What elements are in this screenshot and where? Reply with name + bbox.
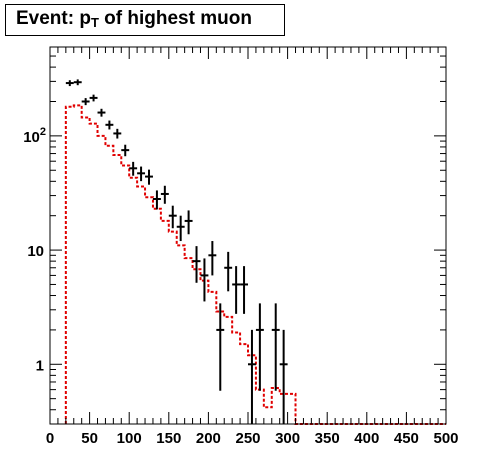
data-point <box>216 303 225 391</box>
x-tick-label: 150 <box>156 430 181 447</box>
y-tick-base: 10 <box>23 129 40 146</box>
data-point <box>248 329 256 424</box>
data-point <box>184 210 193 235</box>
x-tick-label: 350 <box>315 430 340 447</box>
x-tick-label: 300 <box>275 430 300 447</box>
data-point <box>255 303 264 391</box>
data-point <box>97 108 106 117</box>
data-point <box>200 258 209 302</box>
y-tick-exponent: 2 <box>40 126 46 138</box>
data-point <box>279 329 288 424</box>
data-point <box>192 246 201 283</box>
data-point <box>176 215 185 242</box>
data-point <box>137 166 146 182</box>
chart-title: Event: pT of highest muon <box>16 8 252 30</box>
data-point <box>232 266 241 314</box>
data-point <box>73 79 82 86</box>
data-point <box>160 185 169 204</box>
data-point <box>89 94 98 102</box>
x-tick-label: 100 <box>117 430 142 447</box>
data-point <box>208 241 217 276</box>
data-point <box>65 80 74 87</box>
data-point <box>271 303 280 391</box>
x-tick-label: 50 <box>81 430 98 447</box>
mc-step-line <box>64 104 446 425</box>
data-point <box>152 190 161 210</box>
y-tick-label: 1 <box>36 357 44 374</box>
x-tick-label: 450 <box>394 430 419 447</box>
title-main: Event: p <box>16 8 91 29</box>
data-point <box>168 205 177 229</box>
data-point <box>121 144 130 157</box>
plot-frame <box>49 46 447 425</box>
chart-title-box: Event: pT of highest muon <box>5 4 285 36</box>
data-point <box>129 161 138 176</box>
x-tick-label: 400 <box>354 430 379 447</box>
title-subscript: T <box>90 15 99 30</box>
data-point <box>105 120 114 130</box>
x-tick-label: 250 <box>235 430 260 447</box>
x-tick-label: 200 <box>196 430 221 447</box>
x-tick-label: 0 <box>46 430 54 447</box>
data-point <box>113 128 122 139</box>
y-tick-label: 10 <box>27 243 44 260</box>
data-points-layer <box>65 79 288 424</box>
data-point <box>81 98 90 106</box>
data-point <box>145 169 153 185</box>
title-rest: of highest muon <box>98 8 252 29</box>
mc-histogram-layer <box>64 104 446 425</box>
x-tick-label: 500 <box>433 430 458 447</box>
data-point <box>224 251 233 292</box>
y-tick-label: 102 <box>23 126 46 146</box>
data-point <box>240 266 248 314</box>
